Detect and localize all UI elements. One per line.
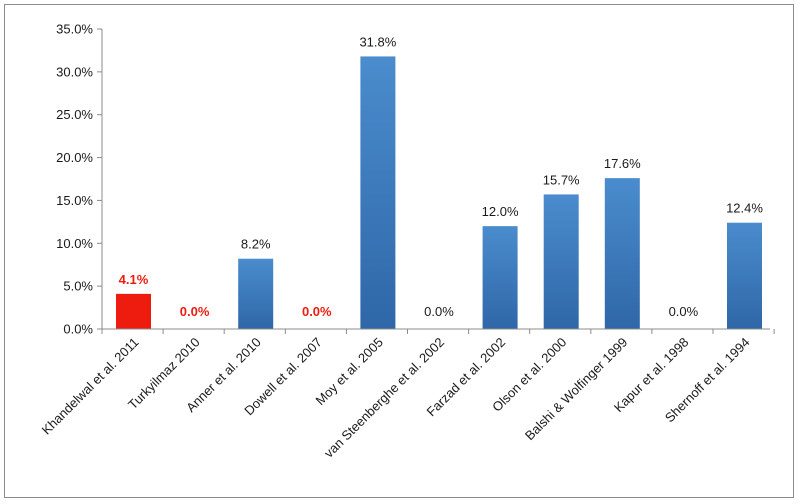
data-label: 8.2% <box>241 237 271 252</box>
bar <box>238 258 274 329</box>
data-label: 0.0% <box>424 304 454 319</box>
x-tick-label: van Steenberghe et al. 2002 <box>321 335 447 461</box>
data-label: 0.0% <box>180 304 210 319</box>
data-label: 12.0% <box>482 204 519 219</box>
data-label: 31.8% <box>359 34 396 49</box>
bar <box>360 56 396 330</box>
data-label: 15.7% <box>543 172 580 187</box>
y-tick-label: 30.0% <box>56 64 93 79</box>
bar <box>116 293 151 329</box>
bars: 4.1% 0.0% 8.2% 0.0% 31.8% 0.0% 12.0% 15.7% 17.6%… <box>116 34 763 330</box>
y-tick-label: 15.0% <box>56 193 93 208</box>
bar <box>482 226 518 329</box>
y-tick-label: 10.0% <box>56 236 93 251</box>
x-tick-label: Balshi & Wolfinger 1999 <box>522 335 631 444</box>
y-tick-label: 20.0% <box>56 150 93 165</box>
bar <box>543 194 579 329</box>
data-label: 17.6% <box>604 156 641 171</box>
data-label: 4.1% <box>119 272 149 287</box>
data-label: 0.0% <box>302 304 332 319</box>
y-tick-label: 0.0% <box>63 322 93 337</box>
bar <box>727 222 762 329</box>
y-tick-label: 25.0% <box>56 107 93 122</box>
data-label: 0.0% <box>669 304 699 319</box>
bar <box>604 178 640 329</box>
y-tick-label: 35.0% <box>56 22 93 37</box>
x-tick-label: Khandelwal et al. 2011 <box>39 335 142 438</box>
y-axis: 0.0% 5.0% 10.0% 15.0% 20.0% 25.0% 30.0% 35.0% <box>56 22 103 337</box>
data-label: 12.4% <box>726 201 763 216</box>
chart-frame <box>4 4 794 498</box>
y-tick-label: 5.0% <box>63 279 93 294</box>
